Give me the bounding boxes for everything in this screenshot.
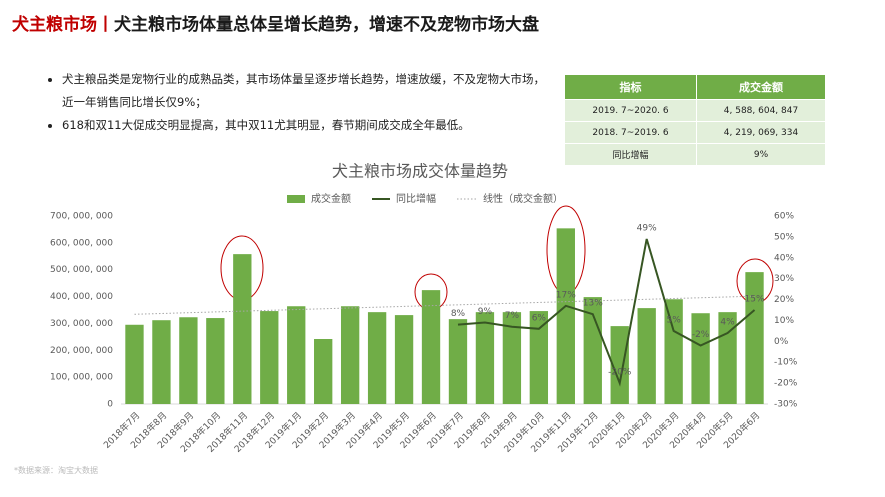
bar	[179, 317, 198, 404]
bar	[664, 299, 683, 404]
bar	[287, 306, 306, 404]
legend-label: 成交金额	[311, 192, 351, 205]
bar	[691, 313, 710, 404]
y2-tick-label: -20%	[774, 379, 798, 389]
trendline	[134, 295, 755, 315]
data-label: 4%	[720, 317, 735, 327]
table-cell: 同比增幅	[564, 143, 697, 166]
table-header: 成交金额	[696, 74, 826, 100]
y-tick-label: 700, 000, 000	[50, 212, 113, 222]
y-tick-label: 100, 000, 000	[50, 373, 113, 383]
page-title: 犬主粮市场丨犬主粮市场体量总体呈增长趋势，增速不及宠物市场大盘	[12, 10, 539, 35]
bar	[206, 318, 225, 404]
table-cell: 4, 588, 604, 847	[696, 99, 826, 122]
y2-tick-label: 0%	[774, 337, 789, 347]
data-label: -2%	[692, 330, 710, 340]
bar	[314, 339, 333, 404]
y-tick-label: 500, 000, 000	[50, 265, 113, 275]
data-label: 7%	[505, 311, 520, 321]
legend-label: 线性（成交金额）	[483, 192, 563, 205]
bar	[394, 315, 414, 404]
chart-title: 犬主粮市场成交体量趋势	[332, 162, 508, 181]
bar	[125, 324, 144, 404]
line	[457, 238, 756, 387]
bar	[475, 312, 495, 404]
source-note: *数据来源：淘宝大数据	[14, 466, 98, 475]
bar	[610, 326, 629, 404]
bullet-list: 犬主粮品类是宠物行业的成熟品类，其市场体量呈逐步增长趋势，增速放缓，不及宠物大市…	[40, 68, 552, 137]
data-label: 6%	[532, 313, 547, 323]
legend-swatch	[287, 195, 305, 203]
y2-tick-label: 60%	[774, 212, 794, 222]
data-label: 5%	[667, 315, 682, 325]
data-label: 13%	[583, 299, 603, 309]
kpi-table: 指标 成交金额 2019. 7~2020. 6 4, 588, 604, 847 2…	[564, 74, 826, 166]
bar	[745, 272, 764, 404]
y-tick-label: 300, 000, 000	[50, 319, 113, 329]
bar	[637, 308, 656, 404]
y2-tick-label: 50%	[774, 232, 794, 242]
bar	[502, 312, 522, 404]
y-tick-label: 200, 000, 000	[50, 346, 113, 356]
data-label: 17%	[556, 290, 576, 300]
y2-tick-label: -10%	[774, 358, 798, 368]
table-cell: 9%	[696, 143, 826, 166]
bar	[448, 319, 468, 404]
y2-tick-label: -30%	[774, 400, 798, 410]
bullet: 犬主粮品类是宠物行业的成熟品类，其市场体量呈逐步增长趋势，增速放缓，不及宠物大市…	[62, 68, 552, 114]
table-header: 指标	[564, 74, 697, 100]
data-label: 8%	[451, 309, 466, 319]
bar	[421, 290, 441, 404]
bar	[529, 311, 549, 404]
y-tick-label: 600, 000, 000	[50, 238, 113, 248]
bar	[367, 312, 387, 404]
title-prefix: 犬主粮市场丨	[12, 15, 114, 35]
y2-tick-label: 20%	[774, 295, 794, 305]
y2-tick-label: 40%	[774, 253, 794, 263]
bar	[556, 228, 575, 404]
y-tick-label: 0	[107, 400, 113, 410]
data-label: 9%	[478, 307, 493, 317]
data-label: 49%	[637, 223, 657, 233]
bar	[260, 311, 279, 404]
y2-tick-label: 10%	[774, 316, 794, 326]
table-cell: 4, 219, 069, 334	[696, 121, 826, 144]
data-label: -20%	[608, 368, 632, 378]
bullet: 618和双11大促成交明显提高，其中双11尤其明显，春节期间成交成全年最低。	[62, 114, 552, 137]
data-label: 15%	[745, 295, 765, 305]
bar	[152, 320, 171, 404]
legend-label: 同比增幅	[396, 192, 436, 205]
y-tick-label: 400, 000, 000	[50, 292, 113, 302]
title-text: 犬主粮市场体量总体呈增长趋势，增速不及宠物市场大盘	[114, 15, 539, 35]
bar	[340, 306, 360, 404]
table-cell: 2019. 7~2020. 6	[564, 99, 697, 122]
table-cell: 2018. 7~2019. 6	[564, 121, 697, 144]
bar	[233, 254, 252, 404]
y2-tick-label: 30%	[774, 274, 794, 284]
